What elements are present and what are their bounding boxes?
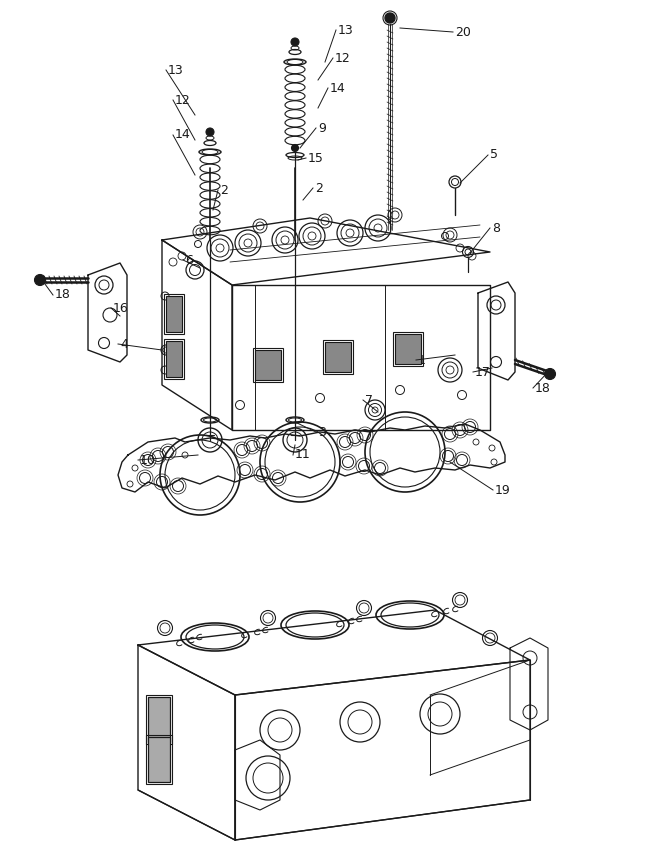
Text: 20: 20	[455, 26, 471, 39]
Polygon shape	[88, 263, 127, 362]
Bar	[395, 334, 421, 364]
Polygon shape	[478, 282, 515, 380]
Text: 2: 2	[315, 182, 323, 195]
Bar	[166, 296, 182, 332]
Text: 15: 15	[308, 152, 324, 164]
Text: 14: 14	[330, 82, 346, 95]
Circle shape	[385, 13, 395, 23]
Polygon shape	[162, 218, 490, 285]
Text: 14: 14	[175, 128, 191, 141]
Text: 17: 17	[475, 366, 491, 379]
Polygon shape	[162, 240, 232, 430]
Polygon shape	[138, 610, 530, 695]
Circle shape	[291, 145, 299, 152]
Bar	[166, 341, 182, 377]
Bar	[164, 339, 184, 379]
Polygon shape	[235, 660, 530, 840]
Polygon shape	[138, 645, 235, 840]
Bar	[146, 695, 172, 744]
Text: 8: 8	[492, 221, 500, 234]
Bar	[148, 737, 170, 782]
Text: 1: 1	[418, 354, 426, 367]
Circle shape	[291, 38, 299, 46]
Text: 6: 6	[185, 253, 193, 267]
Text: 7: 7	[365, 393, 373, 406]
Polygon shape	[232, 285, 490, 430]
Bar	[253, 348, 283, 382]
Text: 12: 12	[175, 94, 191, 107]
Circle shape	[35, 275, 45, 286]
Text: 9: 9	[318, 121, 326, 134]
Text: 2: 2	[220, 183, 228, 196]
Text: 4: 4	[120, 338, 128, 350]
Bar	[323, 340, 353, 374]
Text: 16: 16	[113, 301, 129, 314]
Circle shape	[206, 128, 214, 136]
Text: 11: 11	[295, 449, 311, 461]
Bar	[148, 697, 170, 742]
Text: 3: 3	[318, 425, 326, 438]
Bar	[393, 332, 423, 366]
Text: 13: 13	[338, 23, 354, 36]
Bar	[255, 350, 281, 380]
Bar	[164, 294, 184, 334]
Circle shape	[544, 369, 556, 380]
Text: 5: 5	[490, 148, 498, 162]
Text: 18: 18	[535, 381, 551, 394]
Bar	[146, 735, 172, 784]
Text: 13: 13	[168, 64, 184, 77]
Text: 10: 10	[140, 454, 156, 467]
Text: 18: 18	[55, 288, 71, 301]
Text: 12: 12	[335, 52, 351, 65]
Text: 19: 19	[495, 484, 511, 497]
Bar	[325, 342, 351, 372]
